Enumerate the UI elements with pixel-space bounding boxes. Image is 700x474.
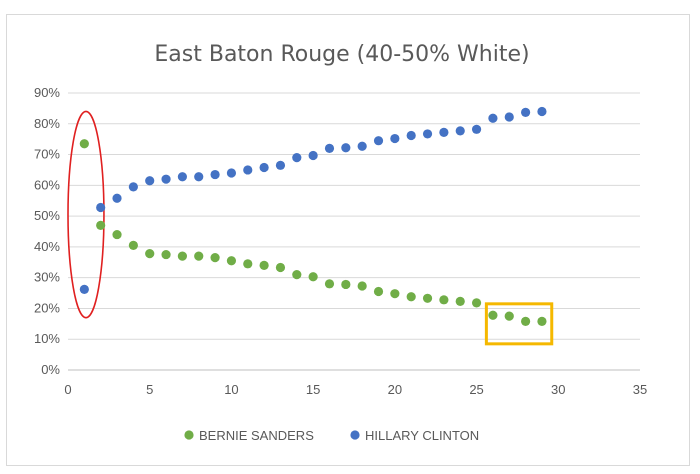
x-tick-label: 10 — [224, 382, 238, 397]
y-tick-label: 90% — [34, 85, 60, 100]
highlight-box — [484, 302, 554, 346]
x-tick-label: 0 — [64, 382, 71, 397]
data-point — [194, 251, 204, 261]
highlight-ellipse — [67, 110, 105, 319]
data-point — [292, 153, 302, 163]
data-point — [504, 112, 514, 122]
data-point — [275, 262, 286, 273]
series-hillary-clinton — [79, 106, 547, 294]
data-point — [259, 260, 269, 270]
x-tick-label: 15 — [306, 382, 320, 397]
x-tick-label: 5 — [146, 382, 153, 397]
data-point — [177, 251, 187, 261]
legend-item: BERNIE SANDERS — [184, 428, 314, 443]
data-point — [112, 229, 122, 240]
data-point — [357, 281, 367, 291]
data-point — [455, 296, 465, 306]
legend-label: HILLARY CLINTON — [365, 428, 479, 443]
y-tick-label: 10% — [34, 331, 60, 346]
data-point — [226, 168, 237, 178]
data-point — [439, 295, 449, 305]
chart-frame: East Baton Rouge (40-50% White) 0% 10% 20%… — [6, 14, 690, 466]
series-bernie-sanders — [79, 139, 547, 326]
legend-item: HILLARY CLINTON — [350, 428, 479, 443]
y-axis-ticks: 0% 10% 20% 30% 40% 50% 60% 70% 80% 90% — [34, 85, 60, 377]
data-point — [308, 150, 318, 161]
data-point — [194, 172, 204, 182]
chart-title: East Baton Rouge (40-50% White) — [154, 42, 529, 67]
data-point — [161, 249, 171, 260]
data-point — [275, 160, 286, 170]
data-point — [406, 292, 416, 302]
data-point — [292, 269, 302, 280]
x-tick-label: 25 — [469, 382, 483, 397]
data-point — [243, 165, 253, 175]
data-point — [537, 316, 547, 326]
data-point — [373, 286, 384, 297]
data-point — [243, 259, 253, 269]
data-point — [488, 310, 498, 320]
data-point — [504, 311, 514, 321]
data-point — [79, 284, 89, 294]
data-point — [341, 279, 351, 290]
y-tick-label: 30% — [34, 270, 60, 285]
chart-svg: East Baton Rouge (40-50% White) 0% 10% 20%… — [34, 42, 647, 443]
data-point — [373, 136, 384, 146]
data-point — [537, 106, 547, 117]
data-point — [112, 193, 122, 203]
data-point — [390, 133, 400, 144]
data-point — [145, 176, 155, 186]
x-tick-label: 35 — [633, 382, 647, 397]
legend-label: BERNIE SANDERS — [199, 428, 314, 443]
data-point — [521, 316, 531, 326]
data-point — [324, 279, 335, 289]
y-tick-label: 60% — [34, 177, 60, 192]
data-point — [259, 162, 269, 173]
data-point — [471, 124, 482, 134]
data-point — [226, 256, 237, 266]
y-tick-label: 70% — [34, 147, 60, 162]
x-tick-label: 30 — [551, 382, 565, 397]
data-point — [341, 143, 351, 153]
data-point — [422, 293, 433, 303]
data-point — [357, 141, 367, 151]
data-point — [324, 143, 335, 153]
data-point — [488, 113, 498, 123]
annotations — [67, 110, 554, 346]
data-point — [210, 169, 220, 180]
y-tick-label: 80% — [34, 116, 60, 131]
data-points — [79, 106, 547, 326]
data-point — [455, 126, 465, 136]
data-point — [128, 240, 138, 250]
legend: BERNIE SANDERS HILLARY CLINTON — [184, 428, 479, 443]
data-point — [422, 129, 433, 139]
x-tick-label: 20 — [388, 382, 402, 397]
data-point — [96, 202, 106, 213]
legend-marker — [184, 430, 194, 440]
data-point — [390, 289, 400, 299]
x-axis-ticks: 0 5 10 15 20 25 30 35 — [64, 382, 647, 397]
data-point — [308, 272, 318, 282]
data-point — [161, 174, 171, 184]
data-point — [406, 130, 416, 141]
data-point — [79, 139, 89, 149]
data-point — [145, 249, 155, 259]
y-tick-label: 0% — [41, 362, 60, 377]
data-point — [128, 182, 138, 192]
data-point — [521, 107, 531, 117]
y-tick-label: 20% — [34, 300, 60, 315]
data-point — [210, 253, 220, 263]
gridlines — [68, 92, 640, 371]
y-tick-label: 50% — [34, 208, 60, 223]
legend-marker — [350, 430, 360, 440]
data-point — [177, 172, 187, 182]
data-point — [439, 127, 449, 137]
y-tick-label: 40% — [34, 239, 60, 254]
data-point — [471, 298, 482, 308]
data-point — [96, 220, 106, 230]
